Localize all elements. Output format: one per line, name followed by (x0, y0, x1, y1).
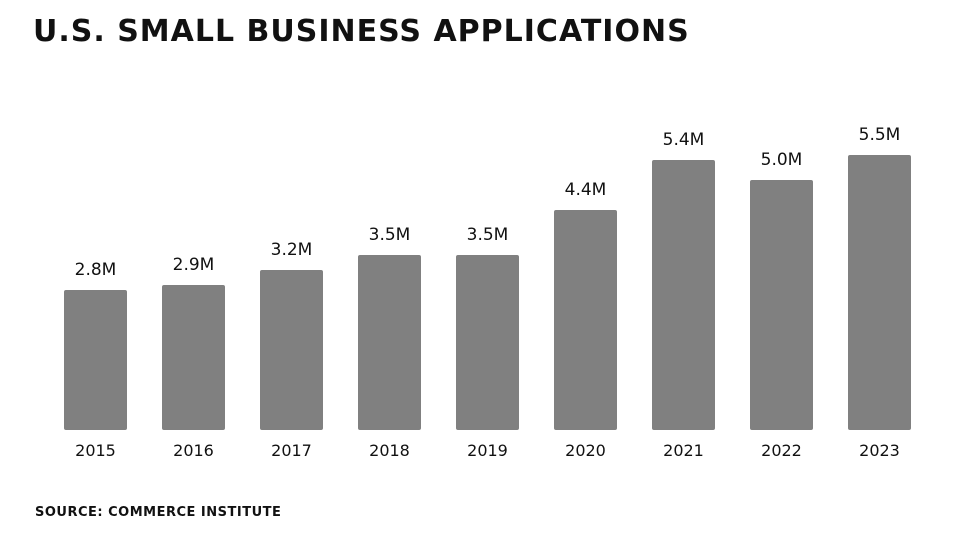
bar-2020 (554, 210, 617, 430)
value-label-2016: 2.9M (173, 255, 215, 275)
x-tick-label-2023: 2023 (859, 441, 900, 460)
x-tick-label-2017: 2017 (271, 441, 312, 460)
x-axis-labels: 2015 2016 2017 2018 2019 2020 2021 2022 2023 (75, 441, 900, 460)
value-label-2015: 2.8M (75, 260, 117, 280)
bar-2021 (652, 160, 715, 430)
bar-2017 (260, 270, 323, 430)
bar-2015 (64, 290, 127, 430)
value-labels-group: 2.8M 2.9M 3.2M 3.5M 3.5M 4.4M 5.4M 5.0M 5.5M (75, 125, 901, 280)
x-tick-label-2020: 2020 (565, 441, 606, 460)
bar-2018 (358, 255, 421, 430)
bars-group (64, 155, 911, 430)
value-label-2017: 3.2M (271, 240, 313, 260)
x-tick-label-2021: 2021 (663, 441, 704, 460)
x-tick-label-2018: 2018 (369, 441, 410, 460)
x-tick-label-2015: 2015 (75, 441, 116, 460)
bar-2016 (162, 285, 225, 430)
bar-2019 (456, 255, 519, 430)
value-label-2019: 3.5M (467, 225, 509, 245)
value-label-2018: 3.5M (369, 225, 411, 245)
x-tick-label-2022: 2022 (761, 441, 802, 460)
value-label-2020: 4.4M (565, 180, 607, 200)
source-note: SOURCE: COMMERCE INSTITUTE (35, 505, 282, 520)
bar-2022 (750, 180, 813, 430)
value-label-2021: 5.4M (663, 130, 705, 150)
chart-title: U.S. SMALL BUSINESS APPLICATIONS (33, 14, 690, 49)
value-label-2022: 5.0M (761, 150, 803, 170)
x-tick-label-2016: 2016 (173, 441, 214, 460)
value-label-2023: 5.5M (859, 125, 901, 145)
x-tick-label-2019: 2019 (467, 441, 508, 460)
bar-2023 (848, 155, 911, 430)
